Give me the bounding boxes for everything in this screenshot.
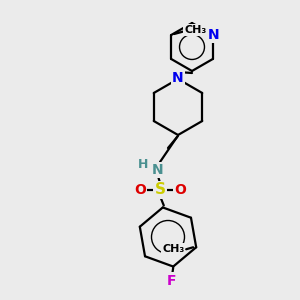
Text: O: O bbox=[174, 183, 186, 197]
Text: N: N bbox=[208, 28, 220, 42]
Text: CH₃: CH₃ bbox=[184, 25, 206, 35]
Text: CH₃: CH₃ bbox=[162, 244, 184, 254]
Text: S: S bbox=[154, 182, 166, 197]
Text: H: H bbox=[138, 158, 148, 172]
Text: N: N bbox=[152, 163, 164, 177]
Text: N: N bbox=[172, 71, 184, 85]
Text: O: O bbox=[134, 183, 146, 197]
Text: F: F bbox=[167, 274, 176, 287]
